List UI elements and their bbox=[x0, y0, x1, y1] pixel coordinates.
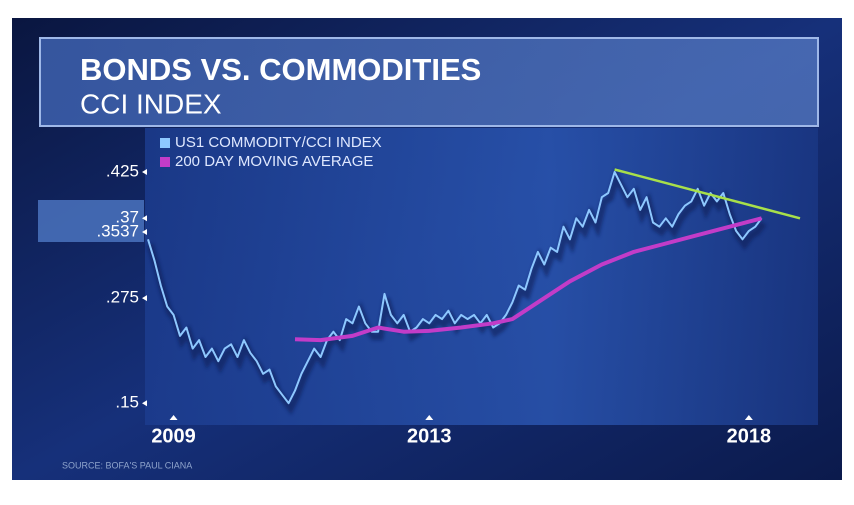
y-tick-mark bbox=[142, 228, 147, 235]
y-tick-label: .425 bbox=[106, 162, 139, 181]
y-tick-mark bbox=[142, 215, 147, 222]
y-tick-mark bbox=[142, 295, 147, 302]
trend-line bbox=[614, 168, 801, 220]
x-tick-mark bbox=[169, 415, 178, 420]
highlight-box bbox=[38, 200, 144, 242]
chart-subtitle: CCI INDEX bbox=[80, 88, 222, 119]
y-tick-mark bbox=[142, 400, 147, 407]
source-note: SOURCE: BOFA'S PAUL CIANA bbox=[62, 460, 192, 470]
legend-swatch bbox=[160, 138, 170, 148]
x-tick-label: 2013 bbox=[407, 425, 452, 447]
y-tick-mark bbox=[142, 169, 147, 176]
plot-area bbox=[145, 128, 818, 425]
series-line bbox=[294, 216, 763, 343]
x-tick-mark bbox=[744, 415, 753, 420]
y-tick-label: .37 bbox=[115, 208, 139, 227]
y-tick-label: .3537 bbox=[96, 221, 139, 240]
y-tick-label: .15 bbox=[115, 393, 139, 412]
y-tick-label: .275 bbox=[106, 288, 139, 307]
chart-title: BONDS VS. COMMODITIES bbox=[80, 52, 481, 87]
legend-swatch bbox=[160, 157, 170, 167]
x-tick-mark bbox=[425, 415, 434, 420]
series-line bbox=[147, 171, 763, 405]
legend-label: US1 COMMODITY/CCI INDEX bbox=[175, 134, 382, 151]
x-tick-label: 2018 bbox=[727, 425, 772, 447]
x-tick-label: 2009 bbox=[151, 425, 196, 447]
legend-label: 200 DAY MOVING AVERAGE bbox=[175, 153, 373, 170]
header-panel bbox=[39, 37, 819, 127]
